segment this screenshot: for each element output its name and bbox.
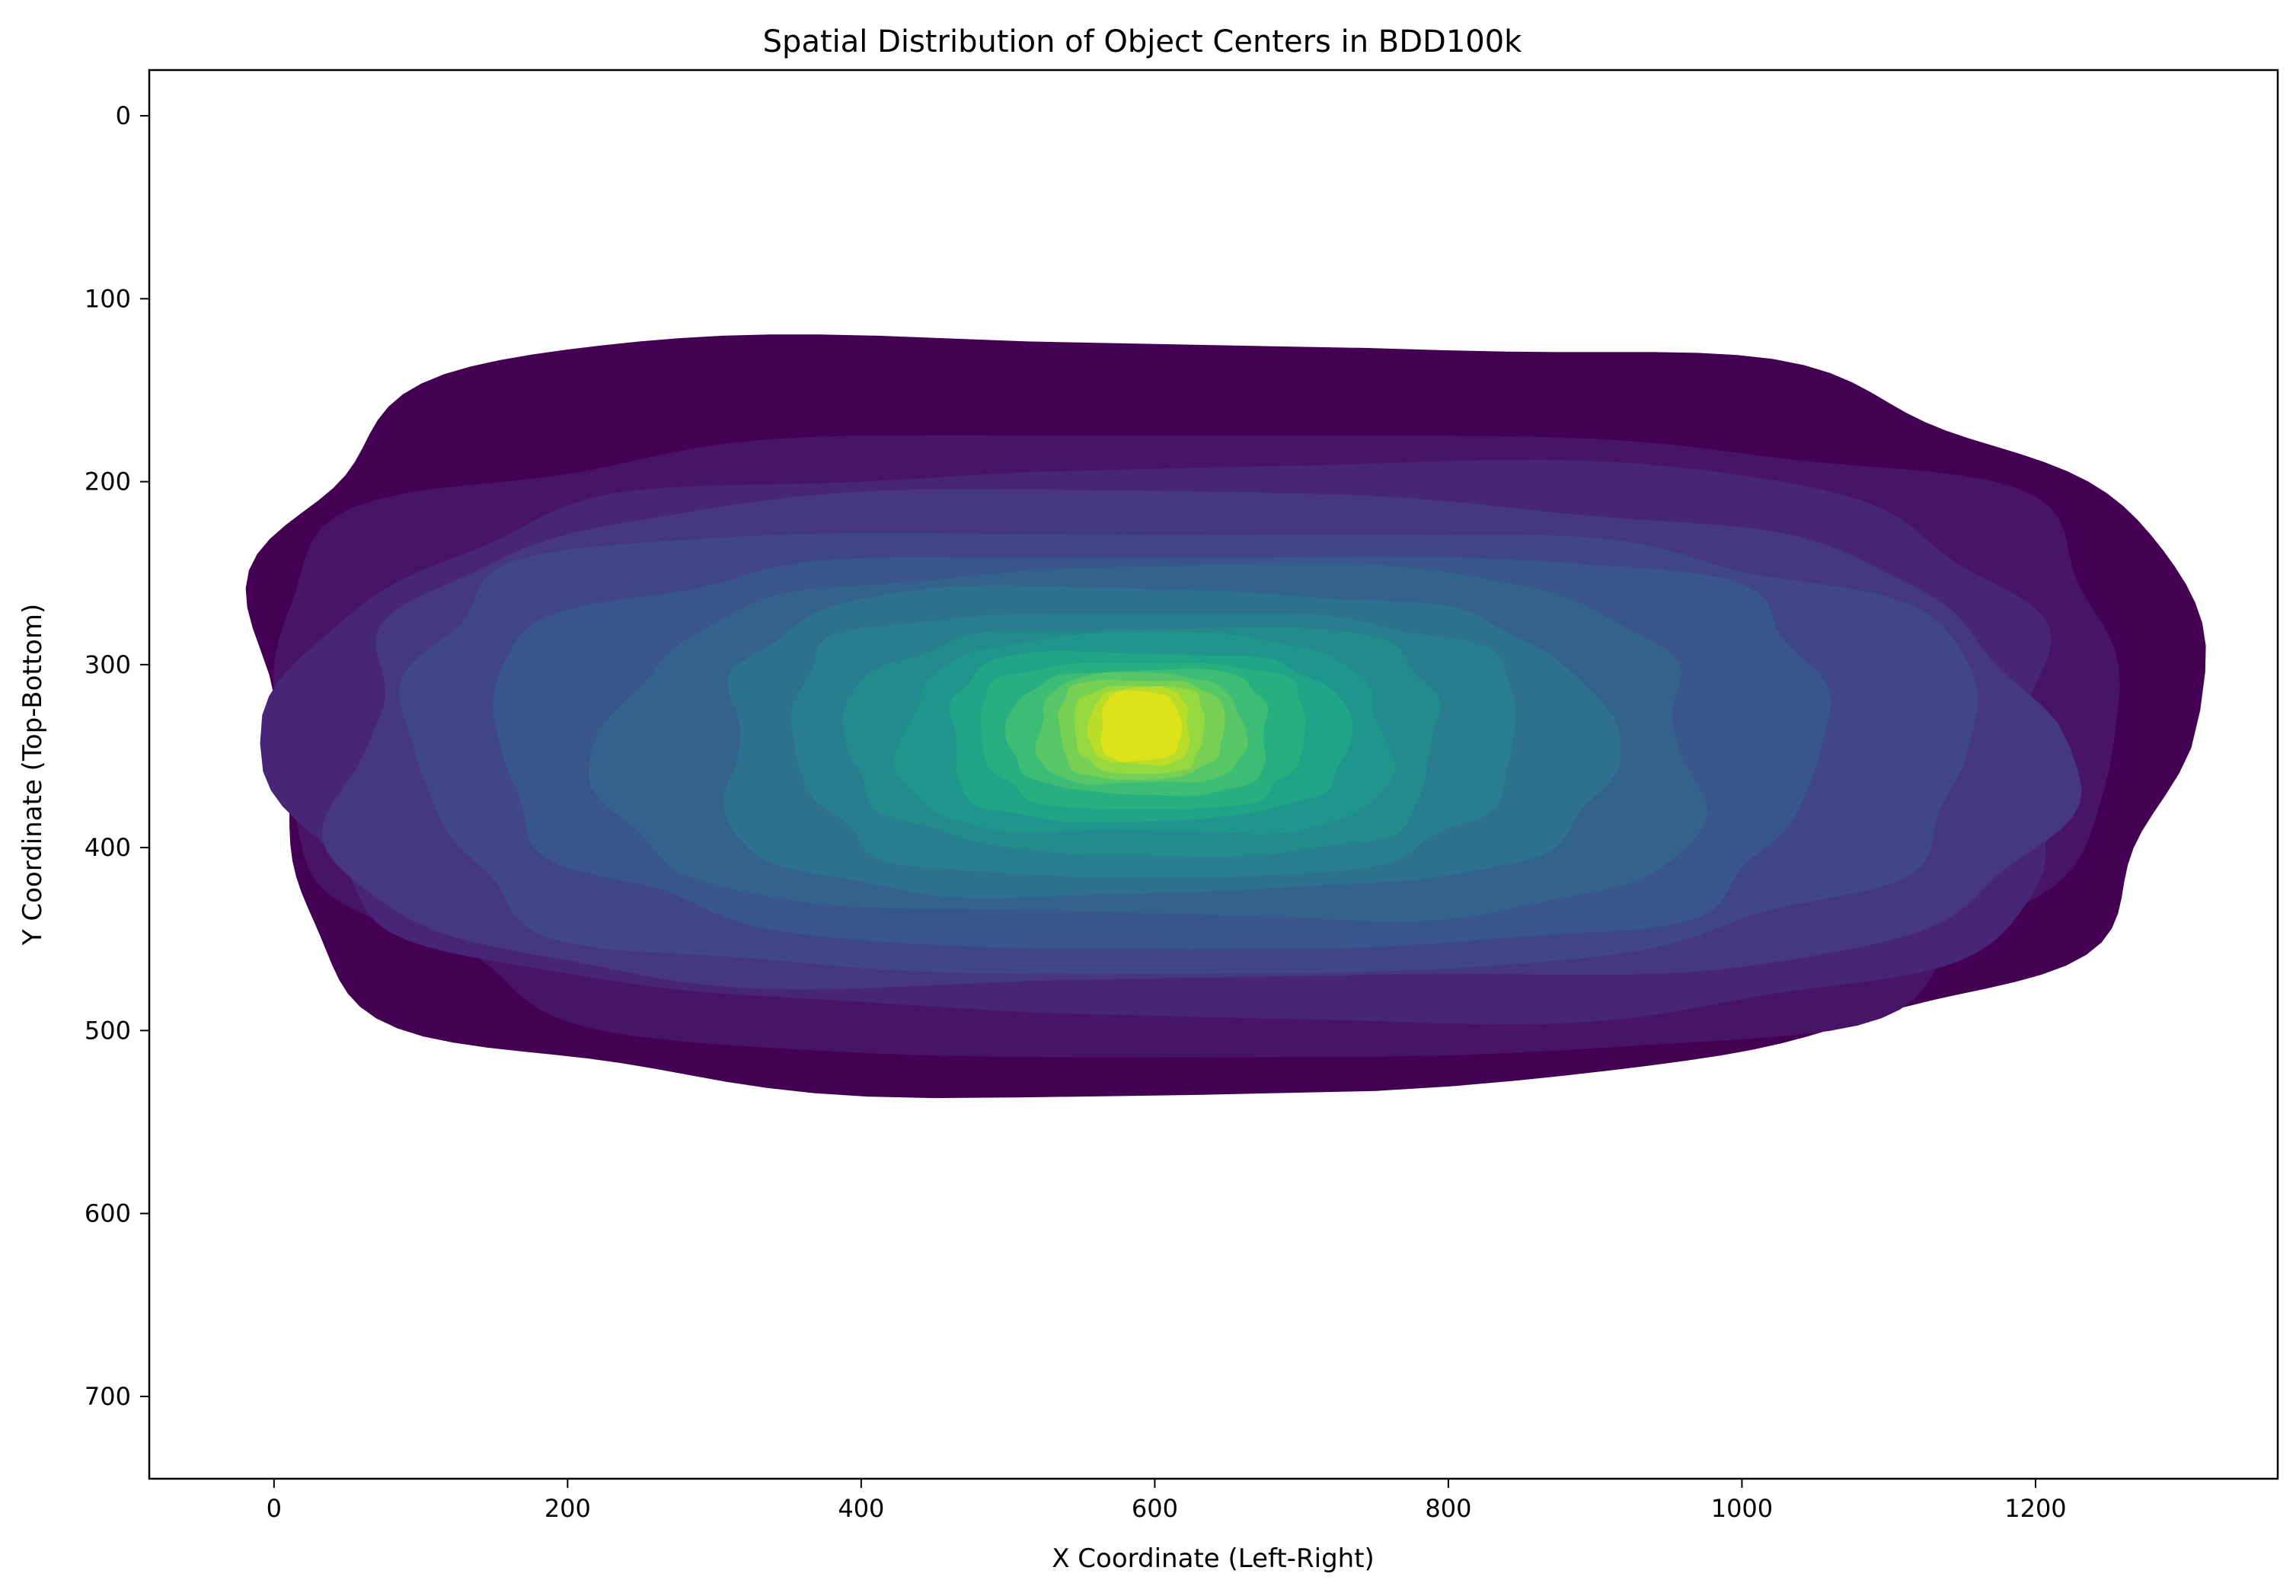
plot-area: [148, 69, 2279, 1480]
y-tick-label: 600: [85, 1199, 131, 1228]
x-tick-label: 400: [838, 1494, 884, 1523]
y-tick-label: 0: [116, 101, 131, 130]
y-tick-label: 100: [85, 284, 131, 313]
chart-title: Spatial Distribution of Object Centers i…: [763, 24, 1523, 59]
y-tick-label: 700: [85, 1382, 131, 1411]
y-tick-label: 200: [85, 468, 131, 496]
x-tick-label: 600: [1132, 1494, 1178, 1523]
density-contours: [245, 334, 2206, 1099]
y-axis-ticks: 0 100 200 300 400 500 600 700: [85, 101, 149, 1411]
x-axis-label: X Coordinate (Left-Right): [1052, 1543, 1375, 1574]
y-tick-label: 300: [85, 650, 131, 679]
axes-frame: [148, 69, 2279, 1480]
x-tick-label: 200: [544, 1494, 591, 1523]
y-axis-label: Y Coordinate (Top-Bottom): [18, 604, 48, 946]
x-tick-label: 1000: [1711, 1494, 1773, 1523]
x-axis-ticks: 0 200 400 600 800 1000 1200: [267, 1479, 2067, 1523]
y-tick-label: 500: [85, 1016, 131, 1045]
x-tick-label: 1200: [2004, 1494, 2066, 1523]
x-tick-label: 0: [267, 1494, 282, 1523]
x-tick-label: 800: [1425, 1494, 1471, 1523]
y-tick-label: 400: [85, 833, 131, 862]
contour-level-19: [1100, 690, 1183, 762]
